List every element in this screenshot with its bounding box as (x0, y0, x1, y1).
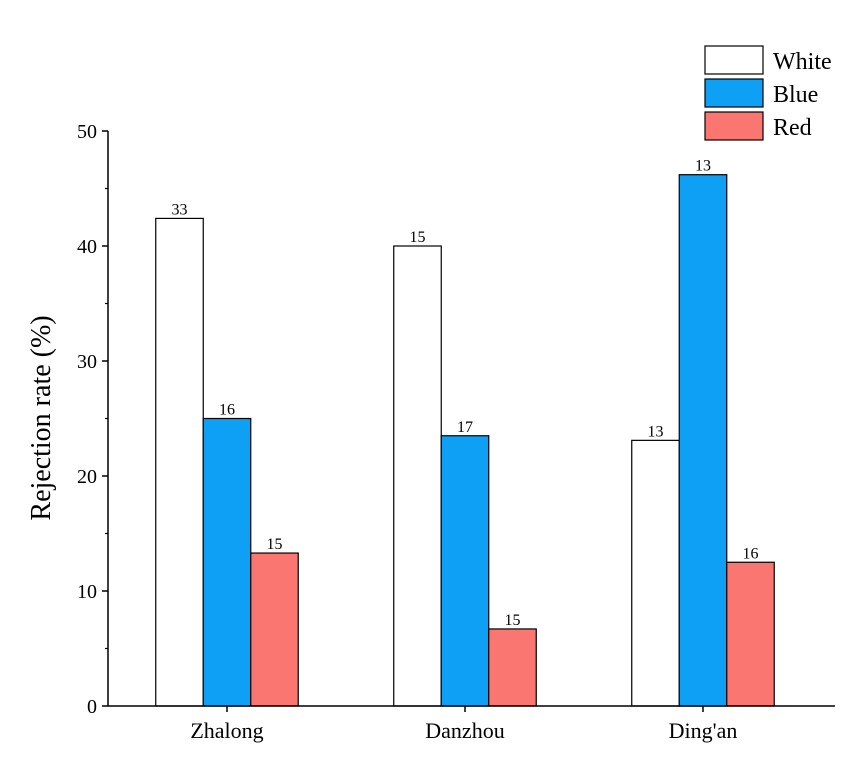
data-label: 16 (743, 545, 759, 562)
data-label: 17 (457, 419, 473, 436)
legend-label-blue: Blue (773, 82, 818, 108)
x-axis: Zhalong Danzhou Ding'an (108, 705, 835, 743)
bar-red-zhalong (250, 552, 299, 707)
x-tick-label: Ding'an (669, 718, 738, 743)
legend-swatch-red (704, 111, 764, 141)
bar-white-dingan (631, 439, 680, 707)
y-tick-label: 50 (77, 121, 97, 143)
bar-white-danzhou (393, 245, 442, 707)
data-label: 13 (695, 158, 711, 175)
y-tick-label: 30 (77, 351, 97, 373)
y-tick-label: 40 (77, 236, 97, 258)
y-axis-title: Rejection rate (%) (26, 315, 57, 520)
legend-swatch-white (704, 45, 764, 75)
bar-blue-zhalong (202, 417, 252, 707)
data-label: 33 (172, 201, 188, 218)
y-tick-label: 20 (77, 466, 97, 488)
data-label: 13 (648, 423, 664, 440)
y-axis: 0 10 20 30 40 50 (77, 121, 109, 718)
bar-red-danzhou (488, 628, 537, 707)
bar-blue-dingan (678, 174, 728, 707)
legend-label-white: White (773, 49, 832, 75)
legend-label-red: Red (773, 115, 812, 141)
bar-white-zhalong (155, 217, 204, 707)
x-tick-label: Danzhou (425, 718, 504, 743)
legend-swatch-blue (704, 78, 764, 108)
legend: White Blue Red (704, 45, 832, 141)
y-tick-label: 0 (87, 696, 97, 718)
data-label: 15 (505, 612, 521, 629)
y-tick-label: 10 (77, 581, 97, 603)
bar-blue-danzhou (440, 435, 490, 707)
x-tick-label: Zhalong (190, 718, 263, 743)
bars-group: 33 15 13 16 17 13 15 15 16 (155, 158, 775, 707)
bar-red-dingan (726, 561, 775, 707)
data-label: 16 (219, 402, 235, 419)
data-label: 15 (410, 229, 426, 246)
data-label: 15 (267, 536, 283, 553)
